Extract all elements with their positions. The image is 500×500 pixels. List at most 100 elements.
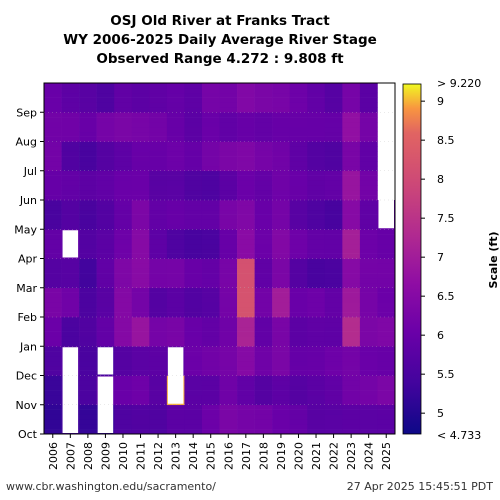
heatmap-cell	[131, 87, 150, 94]
heatmap-cell	[79, 219, 97, 225]
heatmap-cell	[342, 429, 361, 435]
heatmap-cell	[272, 92, 290, 98]
heatmap-cell	[272, 258, 290, 264]
heatmap-cell	[359, 268, 378, 274]
heatmap-cell	[184, 243, 203, 250]
heatmap-cell	[377, 419, 396, 425]
heatmap-cell	[324, 351, 343, 357]
heatmap-cell	[44, 146, 62, 152]
heatmap-cell	[184, 136, 203, 142]
heatmap-cell	[96, 263, 115, 269]
heatmap-cell	[272, 102, 290, 108]
heatmap-cell	[342, 131, 361, 137]
heatmap-cell	[342, 273, 361, 279]
heatmap-cell	[237, 92, 255, 98]
heatmap-cell	[272, 200, 290, 206]
heatmap-cell	[79, 83, 97, 89]
heatmap-cell	[254, 317, 273, 323]
heatmap-cell	[307, 83, 326, 89]
heatmap-cell	[254, 185, 273, 191]
heatmap-cell	[237, 190, 255, 196]
x-axis: 2006 2007 2008 2009 2010 2011 2012 2013 2014 2015…	[47, 434, 393, 470]
heatmap-cell	[44, 356, 62, 362]
heatmap-cell	[289, 131, 308, 137]
heatmap-cell	[254, 404, 273, 410]
heatmap-cell	[79, 380, 97, 386]
heatmap-cell	[289, 200, 308, 206]
colorbar-min-label: < 4.733	[437, 429, 481, 442]
heatmap-cell	[201, 429, 220, 435]
heatmap-cell	[61, 317, 80, 323]
heatmap-cell	[184, 224, 203, 230]
y-tick-label: Jan	[19, 340, 37, 353]
heatmap-cell	[342, 282, 361, 289]
heatmap-cell	[44, 204, 62, 211]
heatmap-cell	[237, 117, 255, 123]
heatmap-cell	[166, 263, 185, 269]
heatmap-cell	[149, 424, 168, 430]
heatmap-cell	[79, 287, 97, 293]
heatmap-cell	[44, 253, 62, 259]
heatmap-cell	[61, 107, 80, 113]
heatmap-cell	[237, 175, 255, 181]
heatmap-cell	[324, 229, 343, 235]
heatmap-cell	[219, 326, 238, 332]
heatmap-cell	[219, 258, 238, 264]
heatmap-cell	[61, 92, 80, 98]
heatmap-cell	[114, 92, 133, 98]
heatmap-cell	[254, 219, 273, 225]
heatmap-cell	[61, 224, 80, 230]
heatmap-cell	[96, 317, 115, 323]
heatmap-cell	[219, 317, 238, 323]
heatmap-cell	[131, 258, 150, 264]
heatmap-cell	[324, 136, 343, 142]
heatmap-cell	[254, 287, 273, 293]
x-tick-label: 2019	[275, 442, 288, 470]
heatmap-cell	[61, 312, 80, 318]
heatmap-cell	[166, 156, 185, 162]
heatmap-cell	[166, 326, 185, 332]
heatmap-cell	[201, 97, 220, 103]
heatmap-cell	[166, 175, 185, 181]
heatmap-cell	[377, 399, 396, 406]
heatmap-cell	[114, 385, 133, 391]
heatmap-cell	[219, 117, 238, 123]
heatmap-cell	[44, 126, 62, 133]
heatmap-cell	[201, 404, 220, 410]
heatmap-cell	[131, 131, 150, 137]
heatmap-cell	[79, 370, 97, 376]
heatmap-cell	[201, 126, 220, 133]
heatmap-cell	[307, 248, 326, 254]
heatmap-cell	[184, 395, 203, 401]
heatmap-cell	[219, 385, 238, 391]
heatmap-cell	[359, 151, 378, 157]
heatmap-cell	[324, 102, 343, 108]
heatmap-cell	[254, 336, 273, 342]
heatmap-cell	[166, 229, 185, 235]
heatmap-cell	[44, 282, 62, 289]
footer-timestamp: 27 Apr 2025 15:45:51 PDT	[347, 480, 494, 493]
heatmap-cell	[79, 161, 97, 167]
y-tick-label: Oct	[18, 428, 38, 441]
heatmap-cell	[184, 346, 203, 352]
heatmap-cell	[114, 395, 133, 401]
heatmap-cell	[307, 234, 326, 240]
heatmap-cell	[237, 156, 255, 162]
heatmap-cell	[289, 282, 308, 289]
heatmap-cell	[166, 409, 185, 415]
heatmap-cell	[44, 209, 62, 215]
heatmap-cell	[324, 292, 343, 298]
heatmap-cell	[272, 331, 290, 337]
heatmap-cell	[219, 248, 238, 254]
heatmap-cell	[359, 326, 378, 332]
heatmap-cell	[166, 112, 185, 118]
heatmap-cell	[359, 331, 378, 337]
x-tick-label: 2022	[328, 442, 341, 470]
heatmap-cell	[219, 156, 238, 162]
heatmap-cell	[149, 385, 168, 391]
y-tick-label: Dec	[16, 370, 37, 383]
heatmap-cell	[201, 156, 220, 162]
heatmap-cell	[184, 375, 203, 381]
colorbar-tick-label: 8.5	[437, 134, 455, 147]
heatmap-cell	[201, 365, 220, 371]
